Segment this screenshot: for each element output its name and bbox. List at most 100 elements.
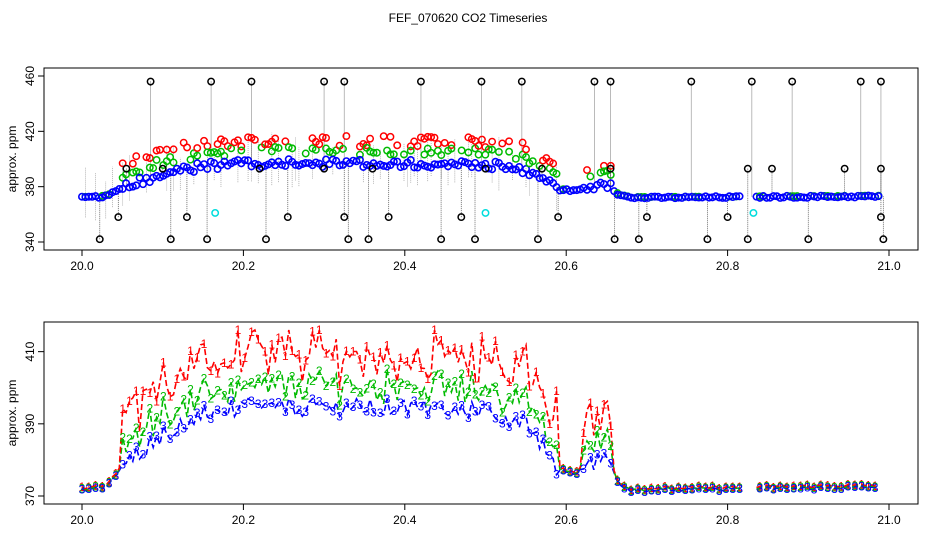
- series-3-point: [240, 156, 249, 165]
- series-3-marker: 3: [296, 403, 303, 417]
- raw-point: [368, 164, 377, 173]
- raw-point: [122, 164, 131, 173]
- series-1-point: [250, 135, 259, 144]
- series-2-marker: 2: [153, 410, 160, 424]
- series-1-point: [413, 142, 422, 150]
- raw-point: [517, 77, 526, 86]
- series-2-point: [288, 144, 297, 153]
- series-3-marker: 3: [235, 403, 242, 417]
- series-1-marker: 1: [519, 344, 526, 358]
- series-1-marker: 1: [438, 333, 445, 347]
- series-1-marker: 1: [133, 384, 140, 398]
- series-3-marker: 3: [472, 404, 479, 418]
- series-1-marker: 1: [268, 338, 275, 352]
- series-1-point: [233, 136, 242, 145]
- series-2-marker: 2: [526, 405, 533, 419]
- series-2-marker: 2: [113, 468, 120, 482]
- series-2-marker: 2: [804, 479, 811, 493]
- series-2-marker: 2: [675, 481, 682, 495]
- series-3-marker: 3: [506, 420, 513, 434]
- series-3-marker: 3: [736, 482, 743, 496]
- series-2-marker: 2: [580, 443, 587, 457]
- series-2-marker: 2: [174, 404, 181, 418]
- series-1-point: [522, 145, 530, 154]
- raw-point: [203, 235, 212, 244]
- series-3-point: [457, 157, 466, 166]
- series-3-marker: 3: [655, 484, 662, 498]
- series-2-marker: 2: [106, 476, 113, 490]
- series-1-marker: 1: [546, 417, 553, 431]
- series-3-marker: 3: [146, 429, 153, 443]
- series-3-marker: 3: [411, 394, 418, 408]
- series-2-point: [437, 151, 446, 160]
- series-2-point: [600, 167, 608, 176]
- series-2-marker: 2: [723, 481, 730, 495]
- series-3-marker: 3: [207, 412, 214, 426]
- series-1-marker: 1: [221, 356, 228, 370]
- series-2-marker: 2: [519, 386, 526, 400]
- series-3-marker: 3: [140, 448, 147, 462]
- series-2-point: [420, 150, 429, 159]
- series-2-marker: 2: [424, 394, 431, 408]
- series-3-marker: 3: [397, 396, 404, 410]
- series-1-marker: 1: [424, 372, 431, 386]
- series-3-marker: 3: [668, 484, 675, 498]
- series-2-point: [457, 146, 466, 155]
- series-3-marker: 3: [133, 440, 140, 454]
- series-2-marker: 2: [119, 431, 126, 445]
- series-3-marker: 3: [729, 482, 736, 496]
- series-1-marker: 1: [228, 357, 235, 371]
- series-3-point: [522, 164, 531, 173]
- series-1-marker: 1: [655, 482, 662, 496]
- series-3-marker: 3: [845, 480, 852, 494]
- series-2-marker: 2: [194, 393, 201, 407]
- series-3-marker: 3: [275, 396, 282, 410]
- series-2-point: [339, 144, 347, 153]
- raw-point: [437, 235, 446, 244]
- series-2-marker: 2: [336, 398, 343, 412]
- series-2-marker: 2: [614, 474, 621, 488]
- series-1-marker: 1: [160, 355, 167, 369]
- series-3-point: [508, 165, 517, 174]
- series-3-point: [732, 192, 741, 201]
- series-1-point: [152, 146, 161, 155]
- series-2-marker: 2: [296, 376, 303, 390]
- raw-point: [703, 235, 712, 244]
- series-1-point: [583, 166, 591, 174]
- top-y-axis-label: approx. ppm: [5, 126, 19, 193]
- series-3-point: [406, 156, 415, 165]
- series-3-point: [115, 185, 124, 194]
- series-3-marker: 3: [99, 482, 106, 496]
- series-1-marker: 1: [492, 334, 499, 348]
- series-3-marker: 3: [838, 482, 845, 496]
- series-3-point: [620, 191, 629, 200]
- series-1-marker: 1: [194, 351, 201, 365]
- series-3-marker: 3: [723, 482, 730, 496]
- top-y-tick-label: 460: [23, 66, 37, 86]
- series-2-marker: 2: [133, 421, 140, 435]
- series-2-marker: 2: [302, 388, 309, 402]
- series-3-marker: 3: [560, 463, 567, 477]
- series-1-marker: 1: [607, 419, 614, 433]
- series-2-marker: 2: [838, 481, 845, 495]
- raw-point: [207, 77, 216, 86]
- series-3-point: [355, 155, 364, 164]
- series-2-marker: 2: [682, 482, 689, 496]
- series-2-marker: 2: [390, 377, 397, 391]
- series-1-point: [261, 140, 269, 149]
- series-2-point: [284, 143, 293, 152]
- series-1-marker: 1: [790, 479, 797, 493]
- series-2-marker: 2: [729, 481, 736, 495]
- series-2-point: [169, 158, 178, 167]
- series-1-point: [447, 141, 456, 150]
- series-3-marker: 3: [709, 481, 716, 495]
- series-3-marker: 3: [757, 482, 764, 496]
- series-3-marker: 3: [831, 482, 838, 496]
- series-3-marker: 3: [180, 421, 187, 435]
- series-1-marker: 1: [499, 365, 506, 379]
- series-2-marker: 2: [546, 435, 553, 449]
- series-2-marker: 2: [329, 375, 336, 389]
- series-2-marker: 2: [180, 393, 187, 407]
- series-2-marker: 2: [85, 481, 92, 495]
- series-1-marker: 1: [804, 478, 811, 492]
